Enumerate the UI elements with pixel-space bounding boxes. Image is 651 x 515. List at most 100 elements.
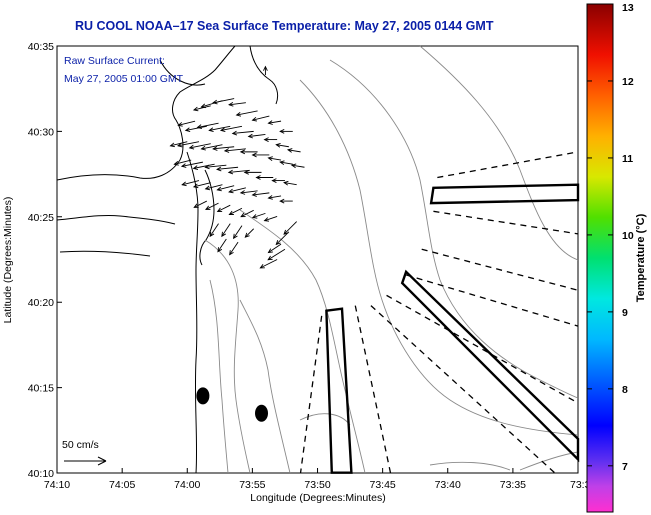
scale-arrow-head	[97, 456, 107, 466]
current-vector	[184, 125, 207, 133]
scale-reference: 50 cm/s	[62, 439, 107, 466]
deployment-box	[429, 183, 580, 205]
colorbar-tick-label: 13	[622, 2, 634, 14]
plot-frame	[56, 45, 579, 474]
annotation-line-2: May 27, 2005 01:00 GMT	[64, 73, 184, 85]
dashed-line	[299, 315, 323, 473]
current-vector	[228, 101, 246, 107]
current-vector	[177, 120, 196, 127]
deployment-box	[400, 269, 580, 463]
current-vector	[267, 120, 282, 125]
dashed-lines	[299, 151, 579, 474]
current-vector	[192, 182, 211, 189]
deployment-box	[325, 307, 353, 474]
current-vector	[192, 105, 211, 112]
colorbar-tick-label: 10	[622, 230, 634, 242]
x-tick-label: 73:3	[570, 479, 591, 491]
current-vector	[251, 192, 270, 197]
current-vector	[221, 223, 231, 238]
dashed-line	[421, 248, 579, 291]
current-vector	[240, 209, 254, 218]
current-vector	[196, 122, 219, 129]
chart-title: RU COOL NOAA–17 Sea Surface Temperature:…	[75, 19, 494, 33]
colorbar-label: Temperature (°C)	[635, 213, 647, 302]
current-vector	[173, 159, 192, 166]
current-vector	[263, 137, 278, 142]
colorbar-tick-label: 9	[622, 307, 628, 319]
x-tick-label: 73:45	[369, 479, 395, 491]
bathymetry-contours	[204, 45, 579, 474]
current-vectors	[169, 65, 305, 269]
x-axis-ticks: 74:10 74:05 74:00 73:55 73:50 73:45 73:40 73:35…	[44, 468, 591, 491]
current-vector	[200, 144, 223, 151]
current-vector	[290, 163, 305, 169]
current-vector	[267, 248, 286, 261]
current-vector	[227, 169, 250, 175]
dashed-line	[370, 305, 555, 474]
current-vector	[244, 228, 255, 238]
current-vector	[216, 166, 239, 172]
current-vector	[188, 143, 211, 150]
current-vector	[279, 198, 293, 204]
y-tick-label: 40:15	[28, 383, 54, 395]
current-vector	[247, 133, 266, 139]
colorbar-tick-label: 12	[622, 76, 634, 88]
current-vector	[205, 202, 219, 210]
colorbar-ticks: 7 8 9 10 11 12 13	[587, 2, 634, 473]
current-vector	[283, 180, 297, 186]
current-vector	[286, 148, 301, 153]
current-vector	[231, 130, 254, 136]
current-vector	[180, 161, 203, 168]
dashed-line	[405, 274, 579, 327]
current-vector	[251, 212, 266, 219]
x-tick-label: 74:10	[44, 479, 70, 491]
x-tick-label: 73:35	[500, 479, 526, 491]
x-axis-label: Longitude (Degrees:Minutes)	[250, 492, 385, 504]
current-vector	[275, 231, 290, 246]
x-tick-label: 74:00	[174, 479, 200, 491]
colorbar	[586, 3, 614, 513]
current-vector	[255, 175, 274, 180]
current-vector	[271, 178, 285, 183]
current-vector	[251, 152, 270, 158]
current-vector	[267, 156, 282, 161]
x-tick-label: 74:05	[109, 479, 135, 491]
coastline	[56, 45, 279, 474]
current-vector	[267, 195, 282, 200]
current-vector	[228, 187, 246, 194]
current-vector	[204, 164, 227, 170]
y-axis-ticks: 40:10 40:15 40:20 40:25 40:30 40:35	[28, 41, 62, 480]
current-vector	[219, 125, 243, 133]
plot-area: Raw Surface Current: May 27, 2005 01:00 …	[56, 45, 580, 474]
y-tick-label: 40:10	[28, 468, 54, 480]
current-vector	[239, 149, 258, 155]
current-vector	[204, 184, 223, 191]
y-tick-label: 40:30	[28, 126, 54, 138]
current-vector	[208, 125, 231, 133]
current-vector	[216, 204, 231, 212]
station-dot	[255, 404, 269, 422]
current-vector	[235, 110, 258, 117]
current-vector	[283, 221, 297, 235]
dashed-line	[386, 294, 579, 404]
current-vector	[267, 243, 282, 254]
current-vector	[223, 148, 246, 153]
scale-label: 50 cm/s	[62, 439, 99, 451]
dashed-line	[433, 210, 579, 235]
current-vector	[216, 185, 235, 192]
current-vector	[279, 129, 293, 134]
dashed-line	[437, 151, 579, 179]
current-vector	[263, 65, 268, 76]
current-vector	[212, 98, 235, 105]
current-vector	[263, 216, 278, 222]
current-vector	[169, 141, 188, 148]
current-vector	[192, 163, 215, 170]
x-tick-label: 73:40	[435, 479, 461, 491]
current-vector	[232, 225, 243, 240]
x-tick-label: 73:50	[304, 479, 330, 491]
current-vector	[243, 170, 262, 175]
current-vector	[239, 190, 258, 195]
colorbar-tick-label: 11	[622, 153, 633, 165]
y-tick-label: 40:20	[28, 297, 54, 309]
